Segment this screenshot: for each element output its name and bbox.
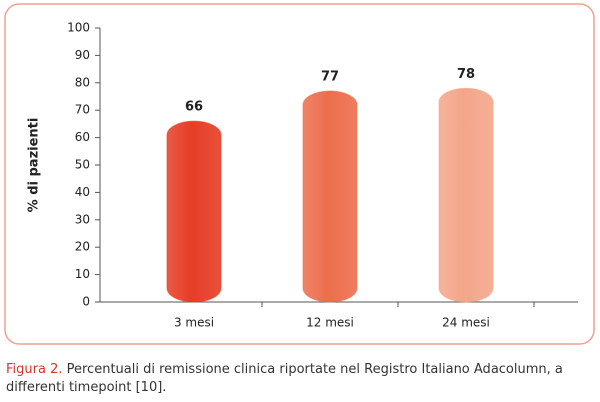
y-tick-label: 100 [67,21,90,35]
value-label: 66 [185,100,203,115]
y-tick-label: 70 [75,103,90,117]
frame [4,3,595,345]
y-tick-label: 0 [82,295,90,309]
bar [302,90,358,303]
value-label: 77 [321,70,339,85]
bar [166,120,222,303]
y-axis-label: % di pazienti [27,118,42,213]
bar [438,87,494,303]
y-tick-label: 10 [75,267,90,281]
caption-text: Percentuali di remissione clinica riport… [6,362,563,395]
y-tick-label: 40 [75,185,90,199]
y-tick-label: 90 [75,48,90,62]
y-tick-label: 30 [75,212,90,226]
x-tick-label: 3 mesi [174,316,214,330]
x-tick-label: 12 mesi [306,316,354,330]
y-tick-label: 50 [75,158,90,172]
caption-label: Figura 2. [6,362,63,377]
x-tick-label: 24 mesi [442,316,490,330]
value-label: 78 [457,67,475,82]
y-tick-label: 20 [75,240,90,254]
chart: % di pazienti 0 10 20 30 40 50 60 70 80 90 100 3 me… [4,3,595,345]
caption: Figura 2. Percentuali di remissione clin… [6,361,566,397]
y-tick-label: 80 [75,75,90,89]
y-tick-label: 60 [75,130,90,144]
